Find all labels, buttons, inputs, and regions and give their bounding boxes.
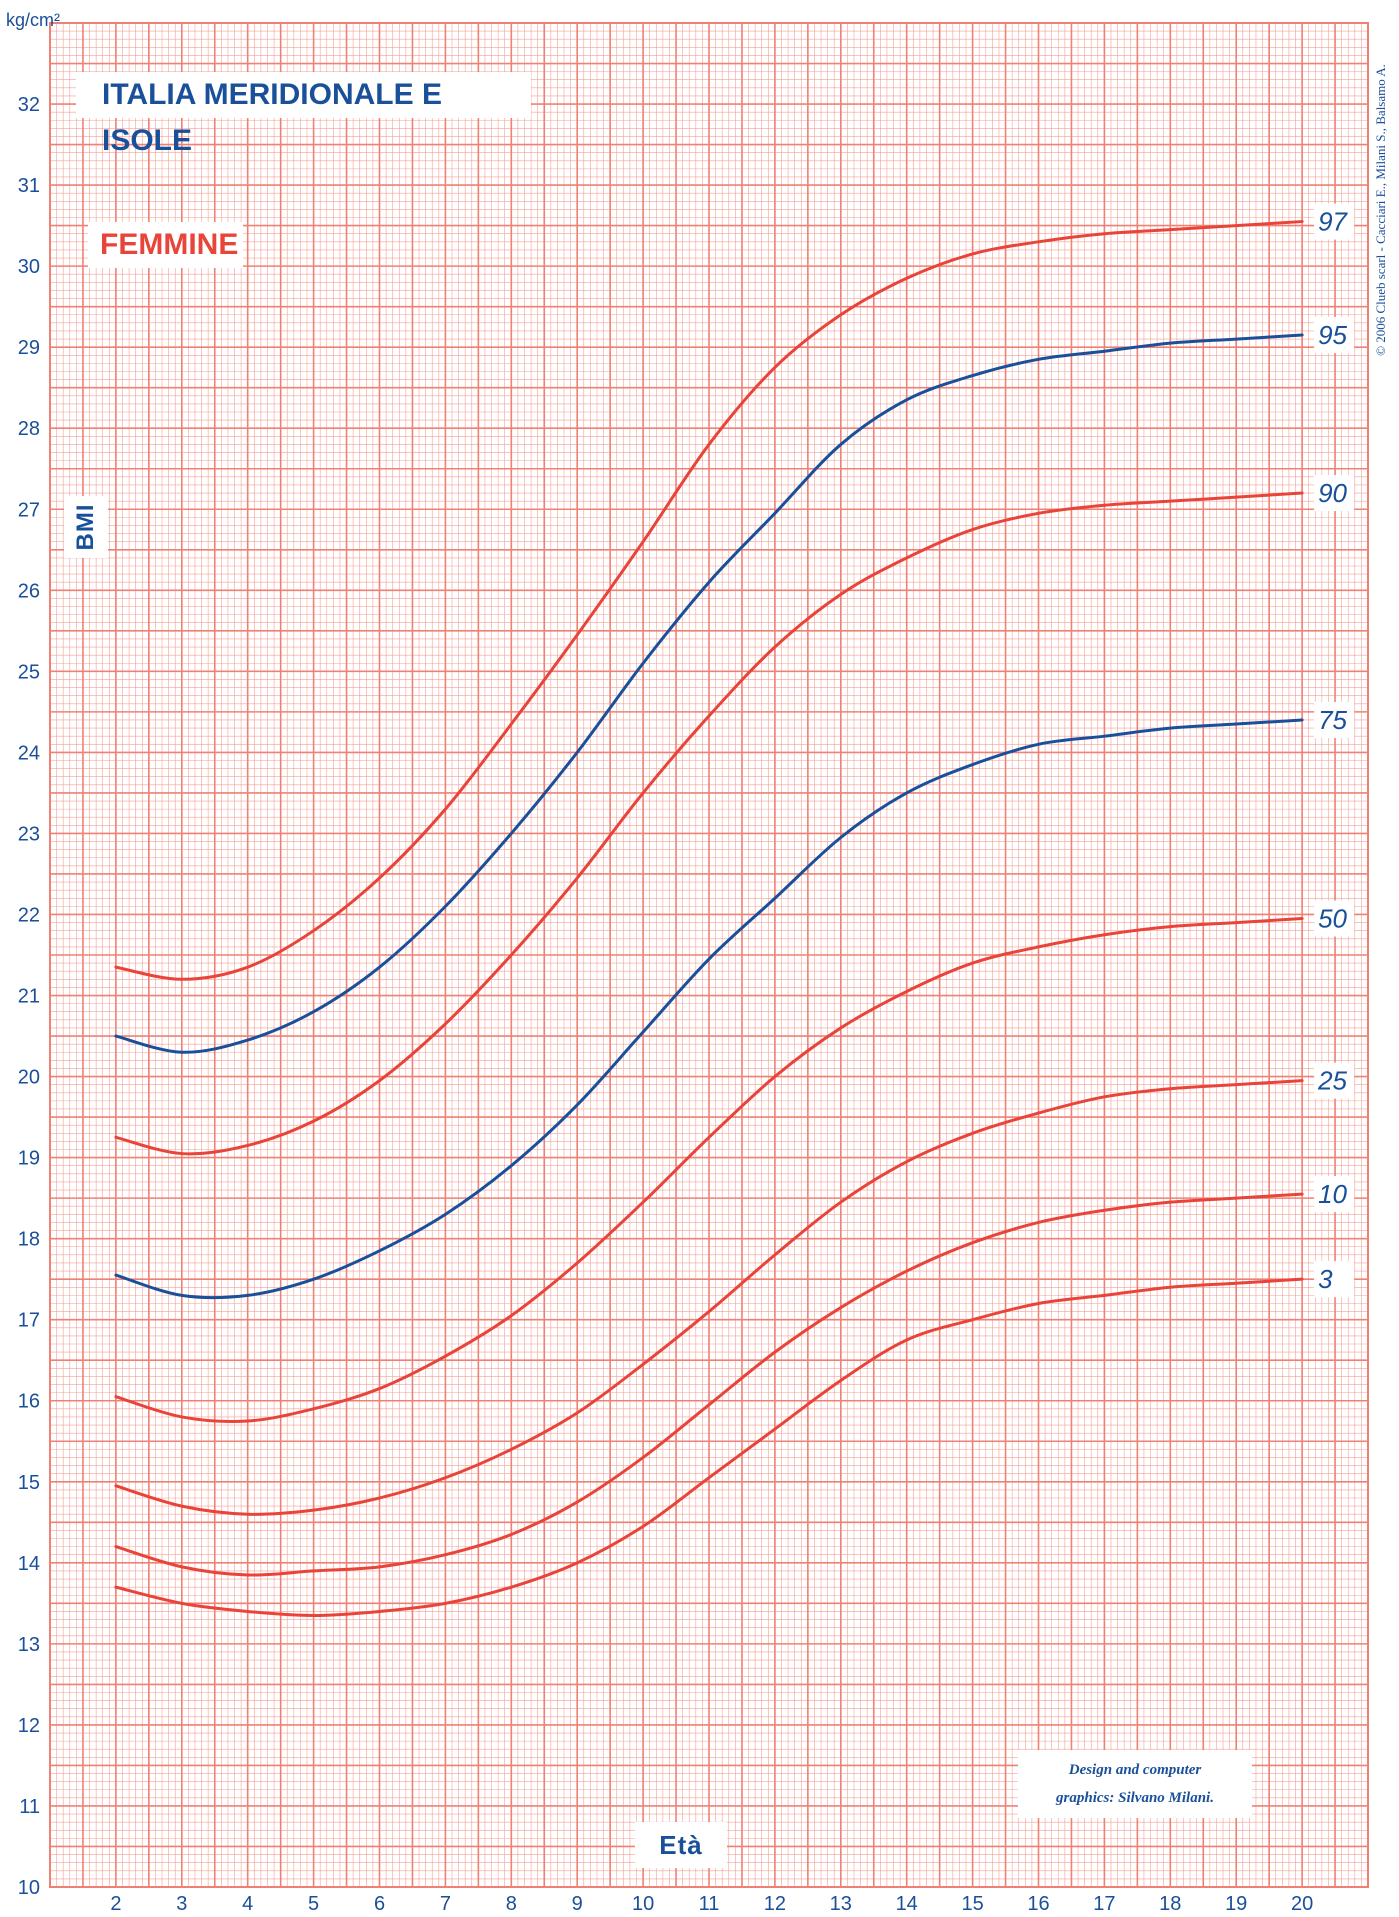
y-tick-label: 30: [18, 256, 40, 278]
percentile-label-97: 97: [1318, 207, 1348, 237]
y-tick-label: 21: [18, 986, 40, 1008]
x-tick-label: 13: [830, 1893, 852, 1915]
copyright-notice: © 2006 Clueb scarl - Cacciari E., Milani…: [1372, 40, 1390, 380]
y-tick-label: 22: [18, 904, 40, 926]
y-axis-ticks: 10 11 12 13 14 15 16 17 18 19 20 21 22 23 24 25 26 27 28 29…: [10, 91, 44, 1900]
percentile-label-10: 10: [1318, 1179, 1347, 1209]
y-tick-label: 24: [18, 742, 40, 764]
y-tick-label: 26: [18, 580, 40, 602]
x-tick-label: 17: [1093, 1893, 1115, 1915]
x-tick-label: 6: [374, 1893, 385, 1915]
y-unit-label: kg/cm²: [6, 10, 60, 31]
x-tick-label: 8: [506, 1893, 517, 1915]
y-tick-label: 15: [18, 1472, 40, 1494]
x-axis-label: Età: [635, 1822, 727, 1868]
y-tick-label: 16: [18, 1391, 40, 1413]
y-tick-label: 27: [18, 499, 40, 521]
y-tick-label: 19: [18, 1148, 40, 1170]
y-tick-label: 18: [18, 1229, 40, 1251]
y-tick-label: 11: [19, 1796, 40, 1818]
x-tick-label: 10: [632, 1893, 654, 1915]
major-grid-lines: [50, 23, 1368, 1887]
x-tick-label: 15: [961, 1893, 983, 1915]
percentile-label-25: 25: [1317, 1066, 1347, 1096]
y-axis-label: BMI: [72, 504, 100, 551]
y-tick-label: 31: [18, 175, 40, 197]
chart-subtitle: FEMMINE: [88, 222, 243, 268]
x-tick-label: 19: [1225, 1893, 1247, 1915]
y-tick-label: 29: [18, 337, 40, 359]
x-tick-label: 2: [110, 1893, 121, 1915]
x-axis-ticks: 2 3 4 5 6 7 8 9 10 11 12 13 14 15 16 17 18 19 20: [100, 1890, 1318, 1915]
x-tick-label: 4: [242, 1893, 253, 1915]
x-tick-label: 7: [440, 1893, 451, 1915]
y-tick-label: 32: [18, 94, 40, 116]
x-tick-label: 20: [1291, 1893, 1313, 1915]
percentile-label-3: 3: [1318, 1264, 1333, 1294]
major-grid: [50, 23, 1368, 1887]
x-tick-label: 11: [699, 1893, 720, 1915]
x-tick-label: 9: [572, 1893, 583, 1915]
credit-line-2: graphics: Silvano Milani.: [1018, 1784, 1252, 1812]
x-tick-label: 5: [308, 1893, 319, 1915]
percentile-label-50: 50: [1318, 904, 1347, 934]
percentile-label-95: 95: [1318, 320, 1347, 350]
copyright-text: © 2006 Clueb scarl - Cacciari E., Milani…: [1373, 64, 1389, 356]
x-tick-label: 3: [176, 1893, 187, 1915]
x-tick-label: 14: [896, 1893, 918, 1915]
y-tick-label: 12: [18, 1715, 40, 1737]
percentile-label-75: 75: [1318, 705, 1347, 735]
x-tick-label: 16: [1027, 1893, 1049, 1915]
y-tick-label: 28: [18, 418, 40, 440]
percentile-label-90: 90: [1318, 478, 1347, 508]
y-tick-label: 10: [18, 1877, 40, 1899]
credit-box: Design and computer graphics: Silvano Mi…: [1018, 1750, 1252, 1818]
y-tick-label: 14: [18, 1553, 40, 1575]
y-tick-label: 25: [18, 661, 40, 683]
y-tick-label: 20: [18, 1067, 40, 1089]
x-tick-label: 18: [1159, 1893, 1181, 1915]
y-tick-label: 13: [18, 1634, 40, 1656]
y-axis-label-box: BMI: [64, 496, 108, 558]
credit-line-1: Design and computer: [1018, 1756, 1252, 1784]
x-tick-label: 12: [764, 1893, 786, 1915]
y-tick-label: 23: [18, 823, 40, 845]
chart-title: ITALIA MERIDIONALE E ISOLE: [76, 72, 531, 118]
y-tick-label: 17: [18, 1310, 40, 1332]
